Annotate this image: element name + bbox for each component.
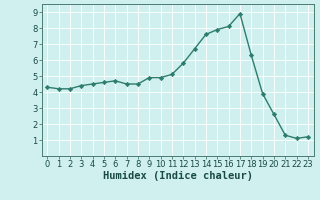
- X-axis label: Humidex (Indice chaleur): Humidex (Indice chaleur): [103, 171, 252, 181]
